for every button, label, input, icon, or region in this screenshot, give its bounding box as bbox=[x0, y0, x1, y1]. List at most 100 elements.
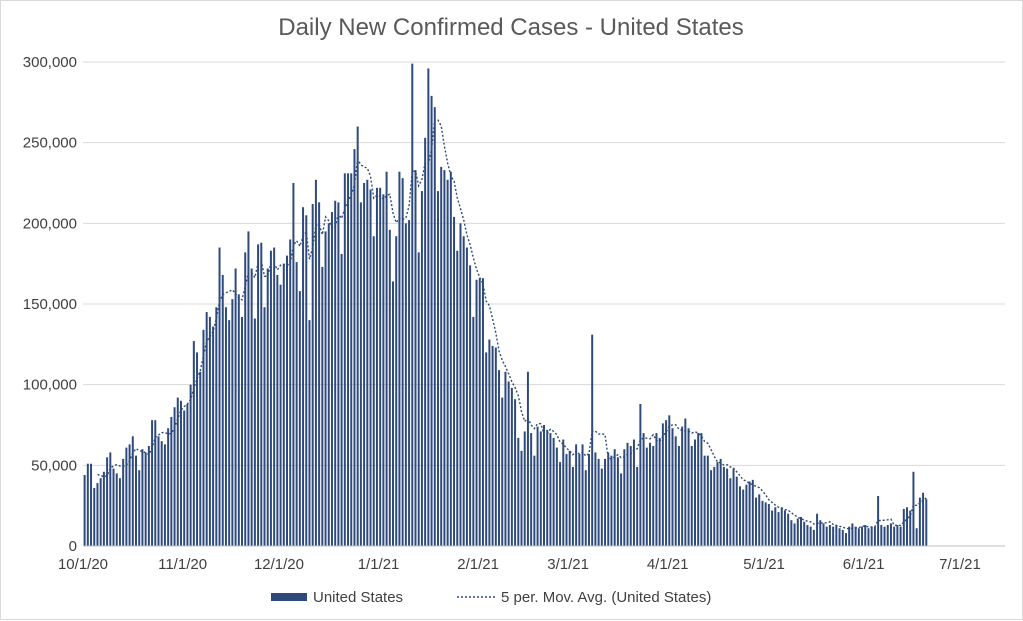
bar bbox=[257, 244, 260, 546]
bar bbox=[819, 520, 822, 546]
bar bbox=[347, 173, 350, 546]
bar bbox=[388, 229, 391, 546]
bar bbox=[555, 447, 558, 546]
bar bbox=[359, 202, 362, 547]
bar bbox=[350, 173, 353, 546]
bar bbox=[918, 497, 921, 546]
bar bbox=[559, 462, 562, 546]
bar bbox=[912, 471, 915, 546]
bar bbox=[771, 510, 774, 546]
bar bbox=[215, 307, 218, 546]
bar bbox=[697, 433, 700, 546]
bar bbox=[411, 63, 414, 546]
bar bbox=[218, 247, 221, 547]
bar bbox=[623, 449, 626, 546]
legend-label-moving-average: 5 per. Mov. Avg. (United States) bbox=[501, 589, 711, 606]
bar bbox=[170, 416, 173, 546]
bar bbox=[266, 268, 269, 546]
bar bbox=[812, 529, 815, 546]
bar bbox=[755, 497, 758, 546]
bar bbox=[420, 191, 423, 547]
bar bbox=[787, 513, 790, 546]
bar bbox=[568, 450, 571, 546]
bar bbox=[655, 433, 658, 546]
bar bbox=[517, 437, 520, 546]
bar bbox=[748, 481, 751, 546]
bar bbox=[83, 475, 86, 546]
y-tick-label: 100,000 bbox=[23, 377, 77, 394]
bar bbox=[221, 274, 224, 546]
bar bbox=[93, 487, 96, 546]
bar bbox=[279, 284, 282, 546]
bar bbox=[237, 294, 240, 546]
bar bbox=[330, 212, 333, 547]
bar bbox=[414, 170, 417, 547]
bar bbox=[260, 242, 263, 546]
bar bbox=[764, 502, 767, 546]
bar bbox=[118, 478, 121, 546]
bar bbox=[620, 473, 623, 546]
bar bbox=[800, 516, 802, 546]
bar bbox=[629, 445, 632, 546]
bar bbox=[488, 339, 491, 546]
bar bbox=[668, 415, 671, 546]
bar bbox=[613, 449, 616, 546]
x-tick-label: 1/1/21 bbox=[358, 556, 400, 573]
bar bbox=[417, 252, 420, 546]
bar bbox=[228, 320, 231, 546]
bar bbox=[902, 508, 905, 546]
bar bbox=[639, 404, 642, 546]
bar bbox=[395, 236, 398, 547]
bar bbox=[745, 484, 748, 546]
bar bbox=[571, 466, 574, 546]
chart-title: Daily New Confirmed Cases - United State… bbox=[278, 14, 744, 41]
bar bbox=[848, 526, 851, 546]
bar bbox=[141, 449, 144, 546]
bar bbox=[456, 250, 459, 546]
bar bbox=[295, 262, 298, 546]
bar bbox=[302, 207, 305, 546]
bar bbox=[465, 247, 468, 547]
bar bbox=[485, 352, 488, 546]
bar bbox=[337, 202, 340, 547]
bar bbox=[135, 455, 138, 546]
bar bbox=[777, 512, 780, 546]
bar bbox=[822, 523, 825, 546]
bar bbox=[436, 191, 439, 547]
bar bbox=[314, 179, 317, 547]
bar bbox=[244, 252, 247, 546]
bar bbox=[652, 445, 655, 546]
bar bbox=[366, 179, 369, 547]
bar bbox=[581, 444, 584, 546]
legend: United States 5 per. Mov. Avg. (United St… bbox=[271, 589, 711, 606]
bar bbox=[713, 466, 716, 546]
bar bbox=[263, 307, 266, 546]
bar bbox=[742, 489, 745, 546]
bar bbox=[758, 494, 761, 546]
bar bbox=[106, 457, 109, 546]
bar bbox=[803, 521, 806, 546]
bar bbox=[498, 370, 501, 546]
bar bbox=[372, 236, 375, 547]
bar bbox=[867, 528, 870, 546]
bar bbox=[196, 352, 199, 546]
bar bbox=[90, 463, 93, 546]
bar bbox=[703, 455, 706, 546]
bar bbox=[392, 281, 395, 546]
bar bbox=[706, 455, 709, 546]
bar bbox=[321, 266, 324, 546]
bar bbox=[533, 455, 536, 546]
bar bbox=[565, 454, 568, 546]
bar bbox=[674, 436, 677, 546]
bar bbox=[767, 504, 770, 546]
bar bbox=[549, 433, 552, 546]
bar bbox=[224, 307, 227, 546]
bar bbox=[687, 428, 690, 546]
bar bbox=[369, 189, 372, 546]
bar bbox=[173, 407, 176, 546]
bar bbox=[86, 463, 89, 546]
bar bbox=[375, 187, 378, 546]
bar bbox=[318, 202, 321, 547]
bar bbox=[356, 126, 359, 547]
x-tick-label: 5/1/21 bbox=[743, 556, 785, 573]
